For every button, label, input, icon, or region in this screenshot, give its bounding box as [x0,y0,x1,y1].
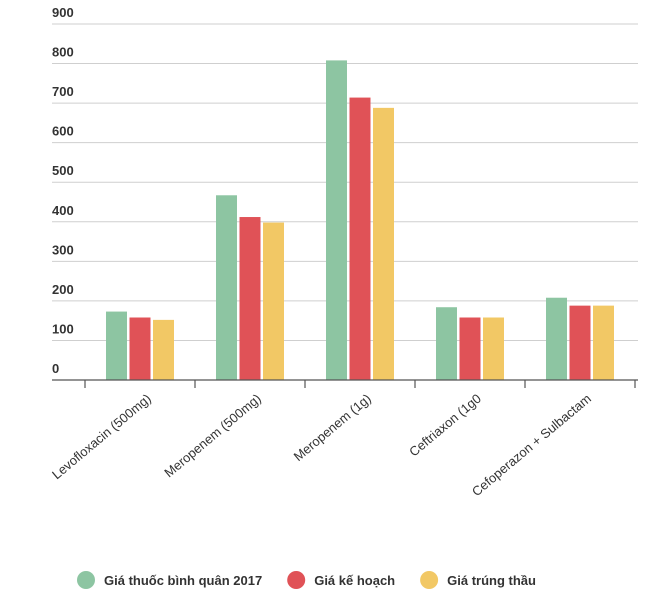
bar-levofloxacin-500mg-series-3 [153,319,174,380]
bar-meropenem-1g-series-3 [373,107,394,380]
x-axis-labels: Levofloxacin (500mg) Meropenem (500mg) Mer… [49,391,594,499]
bar-cefoperazon-sulbactam-series-2 [569,305,591,380]
bars [106,60,614,380]
bar-meropenem-500mg-series-3 [263,222,284,380]
legend-label-3: Giá trúng thầu [447,573,536,588]
legend-item-2: Giá kế hoạch [287,571,395,589]
bar-meropenem-1g-series-2 [349,97,371,380]
x-tick-label-meropenem-1g: Meropenem (1g) [291,391,374,464]
legend-swatch-1 [77,571,95,589]
bar-ceftriaxon-1g0-series-1 [436,307,457,380]
bar-levofloxacin-500mg-series-1 [106,311,127,380]
y-tick-label-700: 700 [52,84,74,99]
x-tick-label-ceftriaxon-1g0: Ceftriaxon (1g0 [406,391,484,460]
legend-swatch-2 [287,571,306,589]
y-tick-label-0: 0 [52,361,59,376]
legend-item-1: Giá thuốc bình quân 2017 [77,571,262,589]
legend-swatch-3 [420,571,439,589]
x-axis [52,379,638,388]
bar-cefoperazon-sulbactam-series-1 [546,297,567,380]
y-tick-label-600: 600 [52,124,74,139]
bar-ceftriaxon-1g0-series-3 [483,317,504,380]
bar-meropenem-500mg-series-1 [216,195,237,380]
bar-cefoperazon-sulbactam-series-3 [593,305,614,380]
x-tick-label-levofloxacin-500mg: Levofloxacin (500mg) [49,391,154,482]
x-tick-label-meropenem-500mg: Meropenem (500mg) [161,391,264,481]
y-tick-label-400: 400 [52,203,74,218]
bar-ceftriaxon-1g0-series-2 [459,317,481,380]
bar-meropenem-1g-series-1 [326,60,347,380]
y-tick-label-200: 200 [52,282,74,297]
legend-label-1: Giá thuốc bình quân 2017 [104,573,262,588]
y-axis-ticks: 0 100 200 300 400 500 600 700 800 900 [52,5,74,376]
legend-label-2: Giá kế hoạch [314,573,395,588]
x-tick-label-cefoperazon-sulbactam: Cefoperazon + Sulbactam [469,391,594,499]
y-tick-label-500: 500 [52,163,74,178]
y-tick-label-900: 900 [52,5,74,20]
bar-meropenem-500mg-series-2 [239,217,261,380]
legend: Giá thuốc bình quân 2017 Giá kế hoạch Giá … [77,571,536,589]
bar-levofloxacin-500mg-series-2 [129,317,151,380]
y-tick-label-300: 300 [52,242,74,257]
y-tick-label-800: 800 [52,45,74,60]
y-tick-label-100: 100 [52,321,74,336]
legend-item-3: Giá trúng thầu [420,571,536,589]
